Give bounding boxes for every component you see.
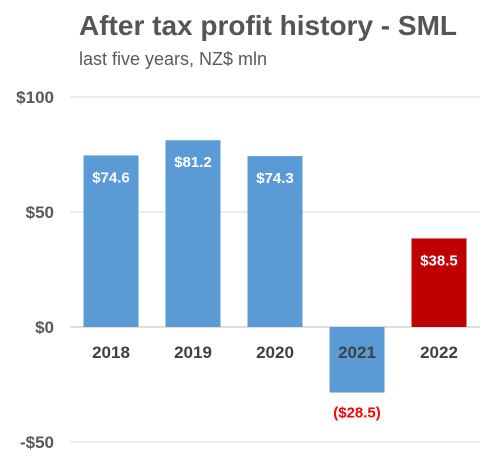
bar <box>165 140 221 327</box>
x-category-label: 2019 <box>174 343 212 362</box>
data-label: $38.5 <box>420 252 458 269</box>
data-label: ($28.5) <box>333 405 381 422</box>
data-label: $74.6 <box>92 169 130 186</box>
x-category-label: 2018 <box>92 343 130 362</box>
chart-title: After tax profit history - SML <box>79 10 458 41</box>
y-tick-label: -$50 <box>20 433 54 452</box>
bar <box>411 238 467 327</box>
y-axis-ticks: $100 $50 $0 -$50 <box>16 88 54 452</box>
bar <box>247 156 303 327</box>
bars <box>83 140 467 393</box>
x-category-label: 2020 <box>256 343 294 362</box>
y-tick-label: $50 <box>26 203 54 222</box>
bar <box>329 327 385 393</box>
y-tick-label: $0 <box>35 318 54 337</box>
x-category-label: 2021 <box>338 343 376 362</box>
x-category-label: 2022 <box>420 343 458 362</box>
y-tick-label: $100 <box>16 88 54 107</box>
bar <box>83 155 139 327</box>
data-label: $74.3 <box>256 170 294 187</box>
x-axis-categories: 2018 2019 2020 2021 2022 <box>92 343 458 362</box>
chart-subtitle: last five years, NZ$ mln <box>79 49 268 69</box>
data-labels: $74.6 $81.2 $74.3 ($28.5) $38.5 <box>92 154 458 421</box>
data-label: $81.2 <box>174 154 212 171</box>
